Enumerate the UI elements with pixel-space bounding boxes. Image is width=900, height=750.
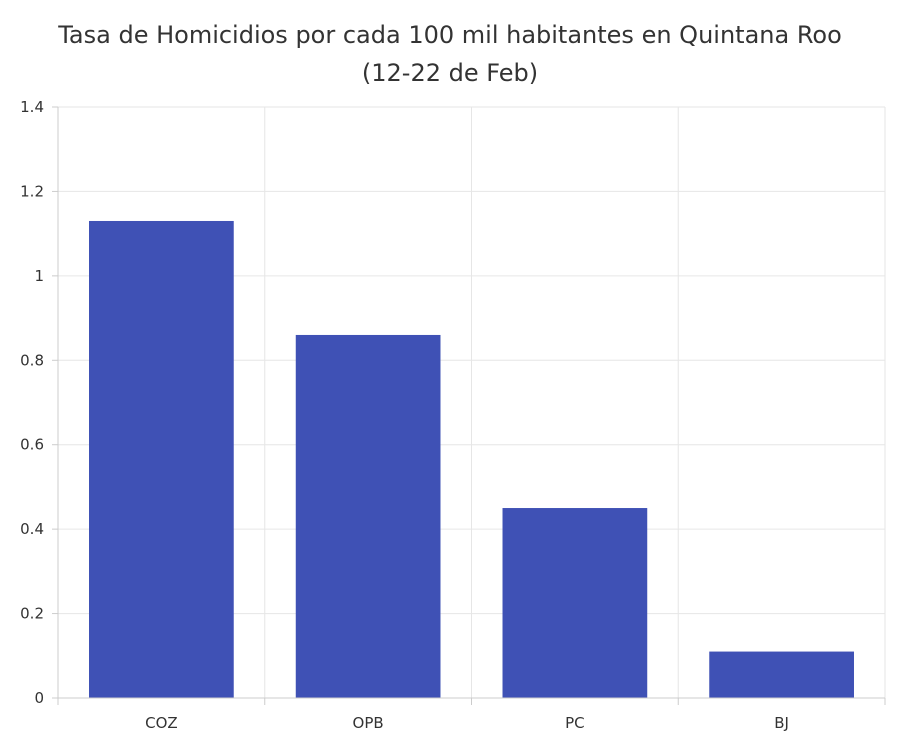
bar-opb[interactable]: [295, 334, 441, 698]
bar-coz[interactable]: [89, 220, 234, 698]
axis-layer: 0 0.2 0.4 0.6 0.8 1 1.2 1.4 COZ OPB PC BJ: [20, 98, 886, 732]
y-tick-label: 0.8: [20, 351, 44, 369]
y-tick-label: 1.2: [20, 182, 44, 200]
y-tick-label: 0.6: [20, 436, 44, 454]
x-tick-label: PC: [565, 714, 585, 732]
y-tick-label: 0: [34, 689, 44, 707]
x-tick-label: OPB: [353, 714, 384, 732]
chart-subtitle: (12-22 de Feb): [362, 59, 538, 87]
y-tick-label: 1: [34, 267, 44, 285]
x-tick-label: COZ: [145, 714, 178, 732]
chart-title: Tasa de Homicidios por cada 100 mil habi…: [57, 21, 842, 49]
bar-pc[interactable]: [502, 508, 648, 698]
bar-bj[interactable]: [709, 651, 854, 698]
bars-layer: [89, 220, 854, 698]
y-tick-label: 0.2: [20, 605, 44, 623]
y-tick-label: 1.4: [20, 98, 44, 116]
x-tick-label: BJ: [774, 714, 789, 732]
y-tick-label: 0.4: [20, 520, 44, 538]
